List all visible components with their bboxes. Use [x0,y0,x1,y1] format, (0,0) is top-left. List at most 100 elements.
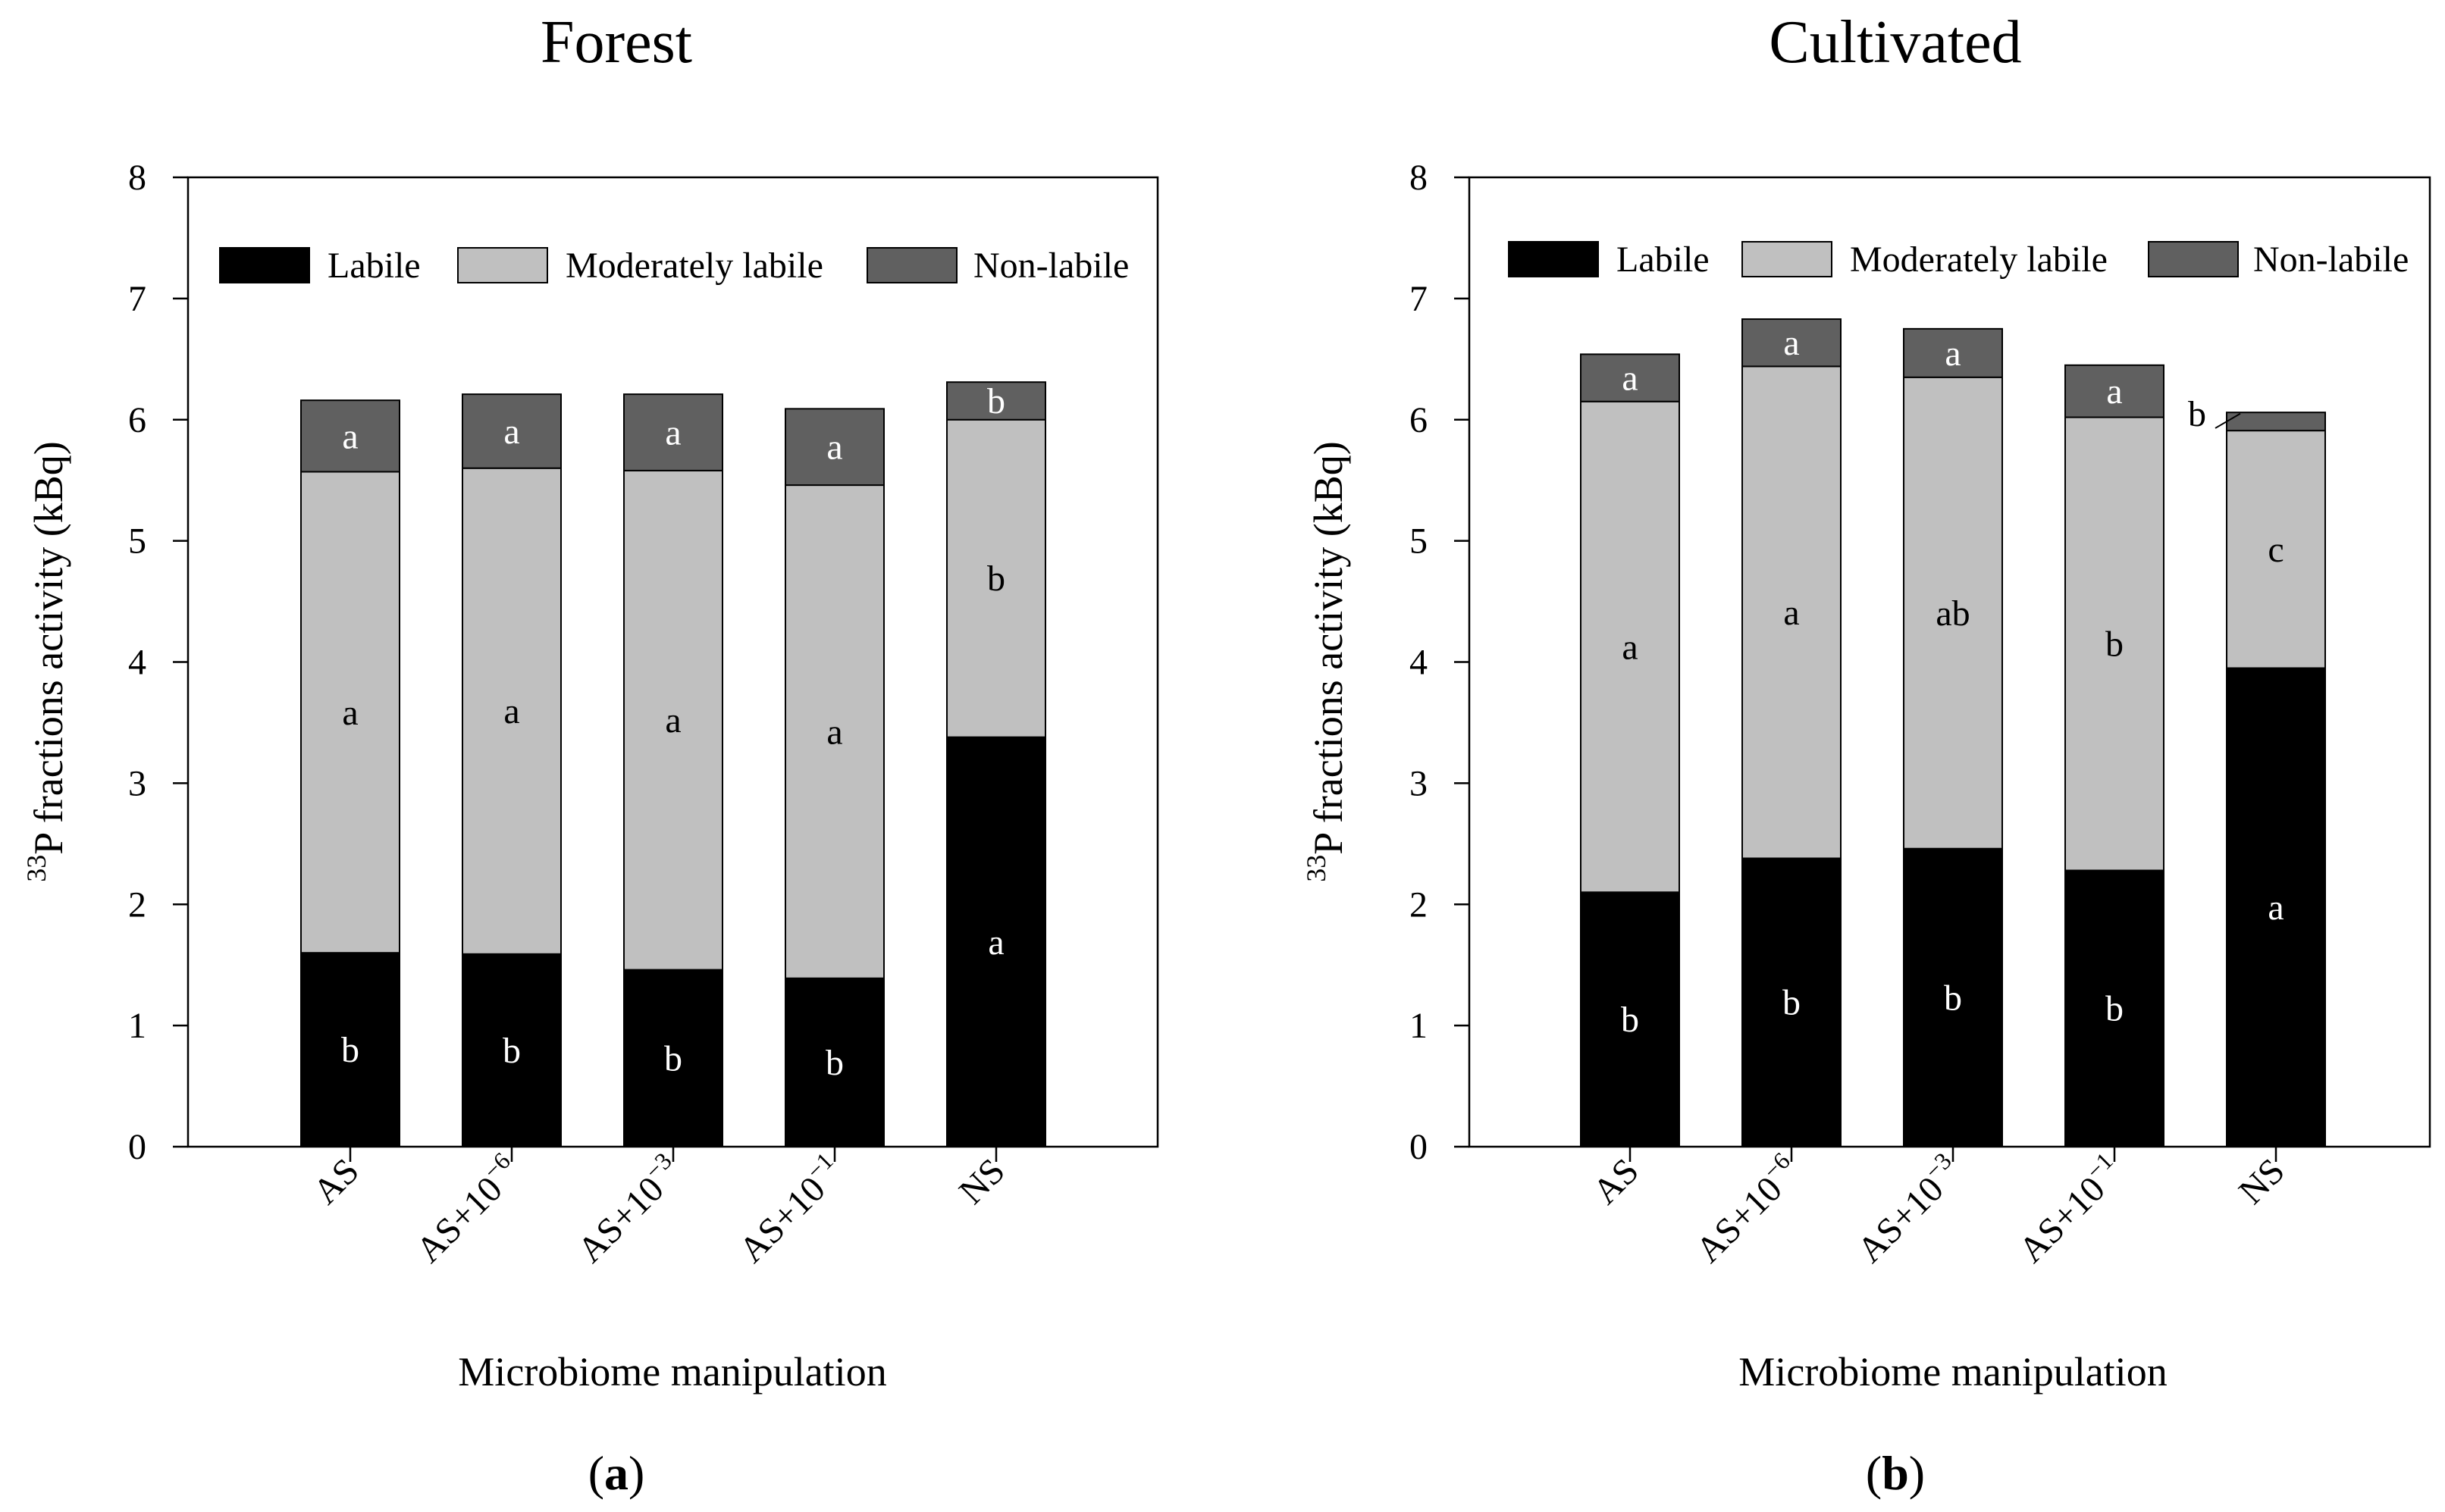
chart-panel-cultivated: Cultivated 0 1 2 3 4 5 6 7 8 33P fractions activit… [1301,9,2431,1500]
significance-letter: b [1944,978,1962,1018]
bar-segment [1580,400,1680,894]
significance-letter: a [503,691,519,731]
x-tick-label: AS+10−3 [1846,1147,1970,1270]
significance-letter: a [1783,593,1799,633]
legend-swatch [457,247,548,283]
bar-segment [2226,430,2326,669]
legend-label: Moderately labile [1850,239,2108,280]
x-axis-label: Microbiome manipulation [1738,1349,2167,1395]
chart-title: Cultivated [1769,9,2021,76]
significance-letter: b [1782,983,1801,1023]
significance-letter: a [342,693,358,733]
significance-letter: a [665,700,681,740]
legend-label: Non-labile [2253,239,2409,280]
chart-title: Forest [541,9,692,76]
bar-segment [785,484,885,979]
bar-segment [462,393,562,469]
x-tick-label: AS+10−6 [1685,1147,1808,1270]
significance-letter: a [342,416,358,456]
bar-segment [1741,857,1842,1148]
x-tick-label: NS [2231,1150,2293,1212]
y-tick-label: 5 [128,521,146,562]
y-tick-label: 7 [128,279,146,319]
significance-letter: a [826,712,842,752]
significance-letter: a [1783,323,1799,363]
significance-letter: a [826,427,842,468]
significance-letter: b [341,1030,359,1070]
bar-segment [623,393,723,471]
significance-letter: c [2268,530,2284,570]
y-tick-label: 6 [128,400,146,440]
bar-segment [300,471,400,954]
legend-swatch [1508,241,1599,277]
y-tick-label: 2 [128,884,146,925]
significance-letter: b [826,1043,844,1083]
bar-segment [946,381,1046,421]
bar-segment [1903,327,2003,378]
y-tick-label: 3 [1409,763,1428,803]
x-tick-label: AS+10−3 [566,1147,690,1270]
y-tick-label: 6 [1409,400,1428,440]
bar-segment [300,399,400,473]
y-axis-label: 33P fractions activity (kBq) [1301,441,1351,881]
significance-letter: b [987,559,1005,599]
bar-segment [1903,376,2003,850]
x-tick-label: AS+10−1 [2008,1147,2131,1270]
legend-label: Labile [328,246,421,286]
y-tick-label: 0 [1409,1127,1428,1167]
significance-letter: b [664,1038,682,1078]
bar-segment [2226,667,2326,1147]
y-axis-label: 33P fractions activity (kBq) [21,441,71,881]
x-tick-label: AS+10−1 [728,1147,851,1270]
significance-letter: a [2268,887,2284,928]
legend-label: Non-labile [973,246,1129,286]
x-tick-label: AS [1585,1150,1647,1212]
legend-swatch [1741,241,1832,277]
x-tick-label: AS [306,1150,367,1212]
significance-letter: b [2105,625,2124,665]
significance-letter: ab [1936,593,1970,634]
bar-segment [1741,365,1842,859]
y-tick-label: 1 [128,1006,146,1046]
panel-tag: (a) [588,1446,645,1500]
x-tick-label: AS+10−6 [405,1147,528,1270]
y-tick-label: 0 [128,1127,146,1167]
y-tick-label: 8 [128,158,146,198]
significance-letter: a [988,922,1004,963]
significance-letter: b [987,381,1005,421]
bar-segment [1741,318,1842,368]
bar-segment [785,408,885,487]
x-axis-label: Microbiome manipulation [458,1349,886,1395]
y-tick-label: 1 [1409,1006,1428,1046]
significance-letter: b [503,1031,521,1071]
bar-segment [300,952,400,1147]
significance-letter: a [665,413,681,453]
bar-segment [2226,412,2326,432]
legend-swatch [219,247,310,283]
legend-swatch [867,247,958,283]
y-tick-label: 4 [128,643,146,683]
significance-letter: b [1621,1000,1639,1040]
significance-letter: a [2106,371,2122,412]
bar-segment [623,969,723,1148]
bar-segment [462,467,562,955]
y-tick-label: 8 [1409,158,1428,198]
significance-letter: b [2105,989,2124,1029]
bar-segment [623,469,723,971]
bar-segment [1903,847,2003,1148]
y-tick-label: 5 [1409,521,1428,562]
legend-label: Labile [1616,239,1710,280]
legend-swatch [2148,241,2239,277]
letter-leader-line [2215,412,2241,429]
bar-segment [2064,364,2164,418]
panel-tag: (b) [1866,1446,1925,1500]
significance-letter: b [2188,394,2206,434]
bar-segment [2064,869,2164,1147]
y-tick-label: 7 [1409,279,1428,319]
chart-panel-forest: Forest 0 1 2 3 4 5 6 7 8 33P fractions activity (k… [21,9,1159,1500]
significance-letter: a [1622,628,1638,668]
y-tick-label: 3 [128,763,146,803]
x-tick-label: NS [951,1150,1013,1212]
bar-segment [462,953,562,1147]
